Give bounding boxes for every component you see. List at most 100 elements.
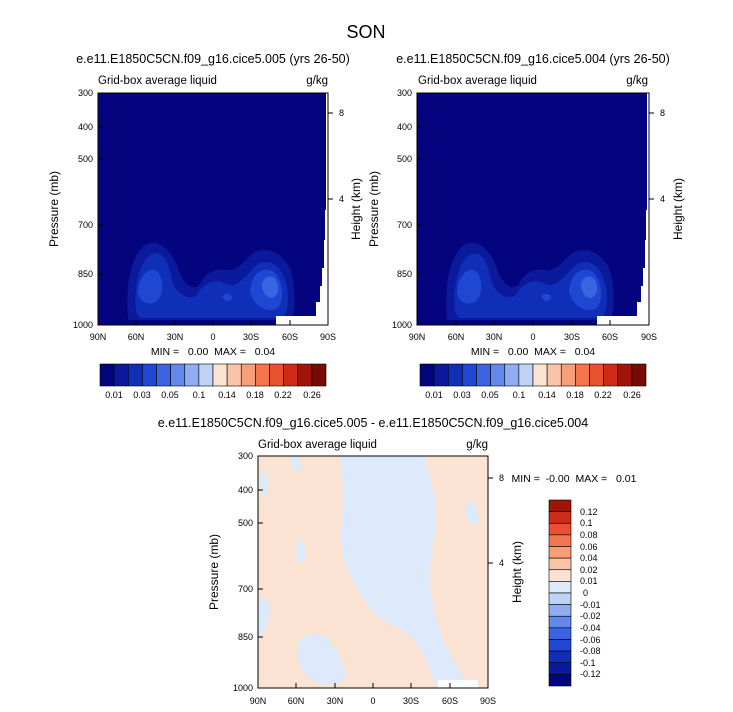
y2-tick-label: 4	[499, 558, 504, 568]
colorbar-swatch	[476, 363, 491, 387]
colorbar-swatch	[548, 627, 572, 640]
colorbar-swatch	[490, 363, 506, 387]
colorbar-swatch	[560, 363, 576, 387]
colorbar-label: 0.05	[481, 390, 499, 400]
plot-area	[98, 93, 328, 325]
figure-title: SON	[346, 22, 385, 42]
colorbar-label: 0.01	[105, 390, 123, 400]
x-tick-label: 90S	[320, 332, 336, 342]
y-tick-label: 700	[238, 584, 253, 594]
colorbar-swatches	[99, 363, 327, 387]
y-axis-label: Pressure (mb)	[207, 534, 221, 610]
y-tick-label: 300	[78, 88, 93, 98]
x-tick-label: 30S	[403, 696, 419, 706]
colorbar-swatch	[548, 650, 572, 664]
panel-right-label: g/kg	[466, 439, 488, 451]
colorbar-swatch	[548, 511, 572, 524]
contour-level-3	[138, 270, 163, 304]
y2-axis-label: Height (km)	[349, 178, 363, 240]
colorbar-label: -0.1	[580, 658, 596, 668]
colorbar-label: 0.14	[538, 390, 556, 400]
colorbar-swatch	[142, 363, 157, 387]
y-tick-label: 300	[397, 88, 412, 98]
y-tick-label: 500	[78, 154, 93, 164]
x-tick-label: 90S	[480, 696, 496, 706]
colorbar-swatch	[184, 363, 200, 387]
colorbar-swatch	[127, 363, 143, 387]
negative-region-1	[340, 456, 470, 688]
colorbar-swatch	[589, 363, 604, 387]
colorbar-swatch	[603, 363, 619, 387]
x-tick-label: 0	[530, 332, 535, 342]
colorbar-label: 0.01	[580, 576, 598, 586]
y-ticks: 300 400 500 700 850 1000	[392, 88, 422, 330]
colorbar-label: 0.03	[453, 390, 471, 400]
y-tick-label: 400	[397, 122, 412, 132]
stats-text: MIN = 0.00 MAX = 0.04	[151, 346, 275, 358]
panel-right-label: g/kg	[306, 75, 328, 87]
colorbar-label: 0.06	[580, 542, 598, 552]
colorbar-label: 0	[583, 588, 588, 598]
colorbar-swatch	[532, 363, 548, 387]
panel-left-label: Grid-box average liquid	[98, 75, 217, 87]
y2-tick-label: 8	[339, 108, 344, 118]
y2-ticks: 8 4	[649, 108, 665, 204]
panel-2: e.e11.E1850C5CN.f09_g16.cice5.004 (yrs 2…	[367, 52, 685, 400]
colorbar-swatch	[548, 546, 572, 559]
negative-region-7	[295, 540, 307, 563]
y-tick-label: 500	[238, 518, 253, 528]
colorbar-swatch	[240, 363, 256, 387]
colorbar-swatch	[548, 639, 572, 652]
y2-ticks: 8 4	[328, 108, 344, 204]
plot-area	[258, 456, 488, 688]
nodata-mask	[438, 680, 478, 688]
panel-title: e.e11.E1850C5CN.f09_g16.cice5.005 (yrs 2…	[76, 52, 350, 66]
y-axis-label: Pressure (mb)	[47, 171, 61, 247]
colorbar-swatch	[297, 363, 313, 387]
y2-tick-label: 8	[499, 473, 504, 483]
colorbar-swatch	[504, 363, 520, 387]
colorbar-labels: 0.01 0.03 0.05 0.1 0.14 0.18 0.22 0.26	[425, 390, 641, 400]
y-tick-label: 1000	[392, 320, 412, 330]
colorbar-labels: 0.12 0.1 0.08 0.06 0.04 0.02 0.01 0 -0.0…	[580, 507, 601, 679]
y-tick-label: 400	[78, 122, 93, 132]
colorbar-swatch	[226, 363, 242, 387]
colorbar-swatch	[548, 569, 572, 582]
colorbar-swatches	[548, 499, 572, 687]
colorbar-swatch	[548, 534, 572, 547]
colorbar-label: 0.01	[425, 390, 443, 400]
colorbar-label: 0.18	[246, 390, 264, 400]
contour-small-1	[222, 293, 232, 301]
colorbar-swatch	[419, 363, 435, 387]
x-tick-label: 60N	[128, 332, 145, 342]
contour-level-2	[454, 253, 608, 318]
colorbar-swatch	[548, 604, 572, 617]
y-tick-label: 300	[238, 451, 253, 461]
panel-left-label: Grid-box average liquid	[258, 439, 377, 451]
colorbar-swatch	[548, 662, 572, 675]
plot-area	[417, 93, 649, 325]
colorbar: 0.01 0.03 0.05 0.1 0.14 0.18 0.22 0.26	[419, 363, 647, 400]
x-tick-label: 90S	[641, 332, 657, 342]
y-tick-label: 500	[397, 154, 412, 164]
negative-region-6	[466, 500, 479, 525]
colorbar-label: -0.02	[580, 611, 601, 621]
panel-1: e.e11.E1850C5CN.f09_g16.cice5.005 (yrs 2…	[47, 52, 363, 400]
negative-region-2	[297, 633, 346, 685]
colorbar-label: 0.08	[580, 530, 598, 540]
colorbar-label: 0.03	[133, 390, 151, 400]
colorbar-label: 0.22	[274, 390, 292, 400]
colorbar-label: -0.12	[580, 669, 601, 679]
colorbar-swatch	[170, 363, 186, 387]
contour-level-4	[581, 276, 598, 298]
y2-ticks: 8 4	[488, 473, 504, 568]
y-tick-label: 700	[397, 220, 412, 230]
colorbar-swatch	[283, 363, 299, 387]
x-tick-label: 90N	[250, 696, 267, 706]
x-ticks: 90N 60N 30N 0 30S 60S 90S	[409, 320, 657, 342]
x-tick-label: 60N	[448, 332, 465, 342]
x-tick-label: 30N	[486, 332, 503, 342]
y-tick-label: 850	[238, 632, 253, 642]
y-tick-label: 850	[397, 269, 412, 279]
